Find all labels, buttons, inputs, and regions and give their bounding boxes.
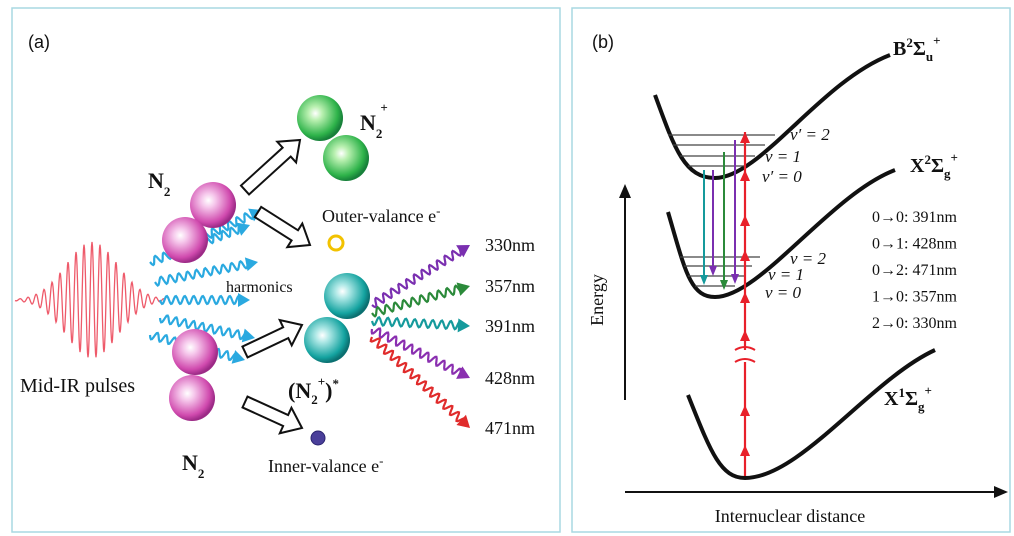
- atom: [304, 317, 350, 363]
- superscript: -: [379, 453, 383, 468]
- x-axis-label: Internuclear distance: [715, 506, 865, 526]
- subscript: 2: [198, 466, 205, 481]
- text: Inner-valance e: [268, 456, 379, 476]
- atom: [323, 135, 369, 181]
- arrow-head: [700, 275, 708, 285]
- superscript: +: [318, 374, 325, 389]
- subscript: g: [944, 166, 951, 181]
- symbol: X: [884, 388, 899, 410]
- subscript: 2: [311, 392, 318, 407]
- electron: [329, 236, 343, 250]
- open: (N: [288, 378, 311, 403]
- harmonics-label: harmonics: [226, 279, 293, 296]
- level-label: v = 1: [765, 147, 801, 166]
- photon: [372, 286, 460, 317]
- transition-label: 0→2: 471nm: [872, 262, 957, 279]
- atom: [324, 273, 370, 319]
- wavelength-label: 357nm: [485, 276, 535, 296]
- drawing: 330nm 357nm 391nm 428nm 471nm: [15, 55, 1008, 498]
- molecule-label: N2: [182, 450, 204, 481]
- transition-label: 2→0: 330nm: [872, 315, 957, 332]
- transition-label: 1→0: 357nm: [872, 289, 957, 306]
- state-label: X2Σg+: [910, 150, 958, 181]
- panel-a-frame: [12, 8, 560, 532]
- arrow-head: [740, 132, 750, 143]
- subscript: g: [918, 399, 925, 414]
- wavelength-label: 330nm: [485, 235, 535, 255]
- level-label: v′ = 0: [762, 167, 802, 186]
- pulse-label: Mid-IR pulses: [20, 375, 135, 397]
- level-label: v′ = 2: [790, 125, 830, 144]
- arrow-head: [457, 282, 470, 295]
- excited-ion-label: (N2+)*: [288, 374, 339, 407]
- subscript: 2: [164, 184, 171, 199]
- symbol: B: [893, 38, 906, 60]
- arrow-head: [740, 405, 750, 416]
- panel-b-labels: B2Σu+X2Σg+X1Σg+v′ = 2v = 1v′ = 0v = 2v =…: [762, 33, 958, 414]
- state-label: X1Σg+: [884, 383, 932, 414]
- atom: [297, 95, 343, 141]
- process-arrow: [250, 200, 317, 257]
- star: *: [332, 376, 339, 391]
- arrow-head: [740, 170, 750, 181]
- state-label: B2Σu+: [893, 33, 941, 64]
- superscript: +: [933, 33, 940, 48]
- ion-label: N2 +: [360, 100, 388, 141]
- arrow-head: [458, 318, 470, 332]
- y-axis-label: Energy: [587, 274, 607, 326]
- page: 330nm 357nm 391nm 428nm 471nm (a) Mid-IR pul…: [0, 0, 1014, 536]
- laser-pulse: [15, 242, 165, 357]
- atom: [169, 375, 215, 421]
- arrow-head: [740, 292, 750, 303]
- panel-label: (b): [592, 32, 614, 52]
- photon: [372, 317, 460, 329]
- transition-label: 0→0: 391nm: [872, 209, 957, 226]
- subscript: u: [926, 49, 933, 64]
- photon: [372, 250, 461, 308]
- term: Σ: [931, 155, 944, 177]
- atom: [172, 329, 218, 375]
- close: ): [325, 378, 332, 403]
- arrow-head: [242, 329, 255, 343]
- symbol: N: [360, 110, 376, 135]
- term: Σ: [913, 38, 926, 60]
- text: Outer-valance e: [322, 206, 436, 226]
- inner-electron-label: Inner-valance e-: [268, 453, 383, 476]
- potential-curve: [688, 350, 935, 478]
- wavelength-label: 428nm: [485, 368, 535, 388]
- superscript: +: [925, 383, 932, 398]
- axis-head: [619, 184, 631, 198]
- arrow-head: [232, 350, 245, 364]
- arrow-head: [709, 266, 717, 276]
- arrow-head: [740, 250, 750, 261]
- photon: [160, 296, 240, 304]
- panel-label: (a): [28, 32, 50, 52]
- superscript: +: [951, 150, 958, 165]
- level-label: v = 1: [768, 265, 804, 284]
- level-label: v = 0: [765, 283, 802, 302]
- arrow-head: [720, 280, 728, 290]
- arrow-head: [740, 330, 750, 341]
- axis-head: [994, 486, 1008, 498]
- electron: [311, 431, 325, 445]
- arrow-head: [456, 366, 470, 379]
- superscript: -: [436, 203, 440, 218]
- symbol: N: [182, 450, 198, 475]
- wavelength-label: 391nm: [485, 316, 535, 336]
- arrow-head: [731, 274, 739, 284]
- process-arrow: [236, 130, 310, 201]
- outer-electron-label: Outer-valance e-: [322, 203, 440, 226]
- molecule-label: N2: [148, 168, 170, 199]
- figure: 330nm 357nm 391nm 428nm 471nm (a) Mid-IR pul…: [0, 0, 1014, 536]
- term: Σ: [905, 388, 918, 410]
- atom: [162, 217, 208, 263]
- superscript: +: [380, 100, 387, 115]
- symbol: N: [148, 168, 164, 193]
- arrow-head: [740, 215, 750, 226]
- arrow-head: [740, 445, 750, 456]
- wavelength-label: 471nm: [485, 418, 535, 438]
- transition-label: 0→1: 428nm: [872, 236, 957, 253]
- subscript: 2: [376, 126, 383, 141]
- symbol: X: [910, 155, 925, 177]
